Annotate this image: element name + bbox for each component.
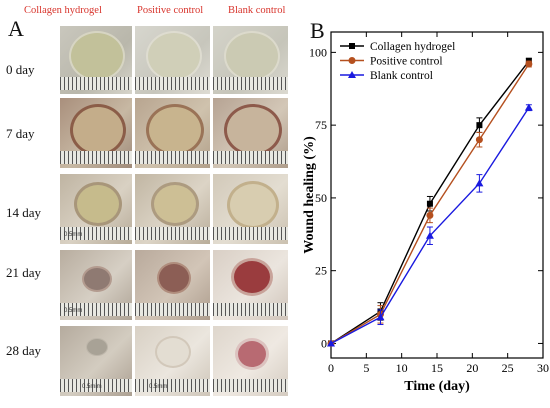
data-point [348, 57, 356, 64]
wound-photo [135, 250, 210, 320]
data-point [349, 43, 355, 49]
wound-photo: 0.5mm [60, 174, 132, 244]
x-tick-label: 25 [502, 361, 514, 375]
data-point [327, 339, 335, 347]
data-point [348, 71, 356, 78]
series-line [330, 107, 530, 345]
ruler-scale-label: 0.5mm [64, 232, 83, 238]
x-tick-label: 30 [537, 361, 549, 375]
data-point [425, 231, 434, 239]
chart-legend: Collagen hydrogel Positive control Blank c… [340, 41, 455, 82]
x-tick-label: 20 [466, 361, 478, 375]
wound-photo: 0.5mm [135, 326, 210, 396]
wound-photo [135, 174, 210, 244]
data-point [376, 313, 385, 321]
series-group [328, 57, 532, 347]
legend-label: Positive control [370, 56, 443, 68]
y-tick-label: 0 [321, 336, 327, 350]
wound-healing-chart: 0 5 10 15 20 25 30 0 25 50 75 100 Collagen hydrogel… [302, 31, 549, 394]
y-tick-label: 100 [309, 45, 327, 59]
row-label-day28: 28 day [6, 343, 42, 358]
series-group [327, 103, 533, 347]
wound-photo [213, 250, 288, 320]
row-label-day7: 7 day [6, 126, 35, 141]
column-header-blank: Blank control [228, 5, 286, 16]
y-axis-label: Wound healing (%) [302, 136, 317, 254]
wound-photo [213, 98, 288, 168]
ruler-scale-label: 0.5mm [64, 308, 83, 314]
data-point [475, 136, 483, 144]
wound-photo-panel: A Collagen hydrogel Positive control Bla… [6, 5, 288, 396]
data-point [475, 179, 484, 187]
wound-photo: 0.5mim [60, 326, 132, 396]
data-point [426, 200, 433, 207]
x-tick-label: 10 [396, 361, 408, 375]
data-point [525, 60, 533, 68]
data-point [476, 122, 483, 129]
plot-frame [330, 31, 544, 359]
data-point [426, 211, 434, 219]
legend-label: Blank control [370, 70, 433, 82]
wound-photo [213, 326, 288, 396]
wound-photo [213, 174, 288, 244]
wound-healing-chart-panel: B 0 5 10 15 20 25 30 0 25 50 75 100 Collagen hydrog… [300, 0, 550, 403]
wound-photo: 0.5mm [60, 250, 132, 320]
panel-a-letter: A [8, 16, 24, 41]
row-label-day21: 21 day [6, 265, 42, 280]
ruler-scale-label: 0.5mim [82, 384, 102, 390]
data-point [524, 103, 533, 111]
wound-photo [60, 98, 132, 168]
row-label-day14: 14 day [6, 205, 42, 220]
panel-b-letter: B [310, 18, 325, 43]
y-tick-label: 50 [315, 191, 327, 205]
x-tick-label: 0 [328, 361, 334, 375]
chart-axes: 0 5 10 15 20 25 30 0 25 50 75 100 [309, 31, 549, 375]
chart-series [327, 57, 533, 347]
ruler-scale-label: 0.5mm [149, 384, 168, 390]
column-header-collagen: Collagen hydrogel [24, 5, 102, 16]
wound-photo [60, 26, 132, 94]
wound-photo [213, 26, 288, 94]
column-header-positive: Positive control [137, 5, 204, 16]
y-tick-label: 25 [315, 264, 327, 278]
x-tick-label: 15 [431, 361, 443, 375]
x-tick-label: 5 [363, 361, 369, 375]
x-axis-label: Time (day) [404, 379, 470, 394]
wound-photo [135, 26, 210, 94]
row-label-day0: 0 day [6, 62, 35, 77]
y-tick-label: 75 [315, 118, 327, 132]
wound-photo [135, 98, 210, 168]
legend-label: Collagen hydrogel [370, 41, 455, 53]
